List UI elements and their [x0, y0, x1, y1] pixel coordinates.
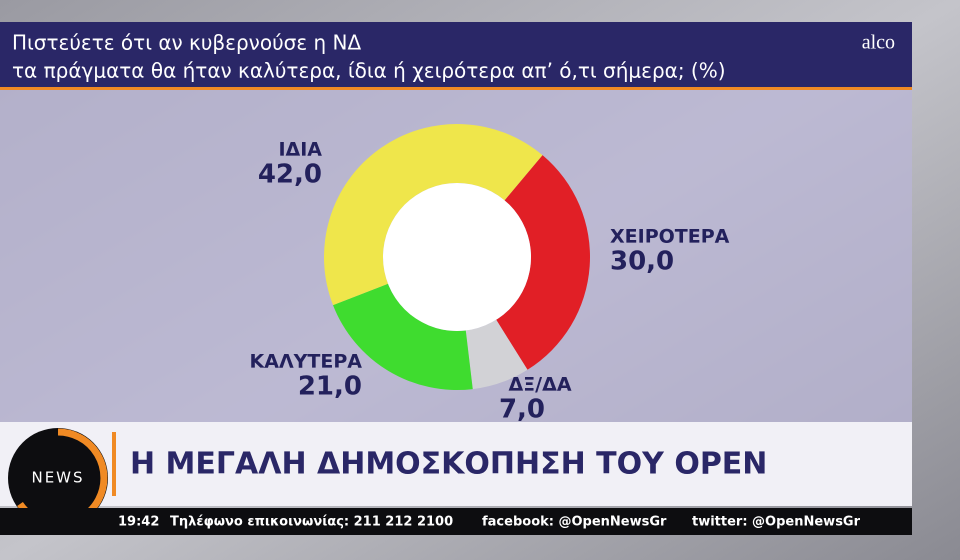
value-label: 7,0 — [499, 395, 545, 425]
value-label: 42,0 — [258, 160, 322, 190]
ticker-twitter: twitter: @OpenNewsGr — [692, 515, 861, 530]
donut-segment — [324, 124, 543, 306]
ticker-phone: Τηλέφωνο επικοινωνίας: 211 212 2100 — [170, 515, 453, 530]
donut-segment — [333, 283, 473, 390]
title-line: Πιστεύετε ότι αν κυβερνούσε η ΝΔ — [12, 31, 361, 55]
category-label: ΧΕΙΡΟΤΕΡΑ — [610, 226, 730, 248]
title-line: τα πράγματα θα ήταν καλύτερα, ίδια ή χει… — [12, 59, 726, 83]
brand: alco — [862, 32, 895, 54]
category-label: ΙΔΙΑ — [278, 139, 322, 161]
donut-segment — [496, 155, 590, 370]
banner-accent — [112, 432, 116, 496]
headline: Η ΜΕΓΑΛΗ ΔΗΜΟΣΚΟΠΗΣΗ ΤΟΥ OPEN — [130, 447, 767, 482]
ticker-time: 19:42 — [118, 515, 159, 530]
ticker-facebook: facebook: @OpenNewsGr — [482, 515, 667, 530]
banner — [0, 422, 912, 506]
donut-segment — [465, 319, 528, 390]
value-label: 30,0 — [610, 247, 674, 277]
category-label: ΚΑΛΥΤΕΡΑ — [250, 351, 363, 373]
category-label: ΔΞ/ΔΑ — [508, 374, 571, 396]
logo-text: NEWS — [31, 469, 84, 487]
value-label: 21,0 — [298, 372, 362, 402]
header-rule — [0, 87, 912, 90]
ticker-bar — [0, 508, 912, 535]
header-band — [0, 22, 912, 88]
donut-hole — [383, 183, 531, 331]
logo-disc — [8, 428, 108, 528]
